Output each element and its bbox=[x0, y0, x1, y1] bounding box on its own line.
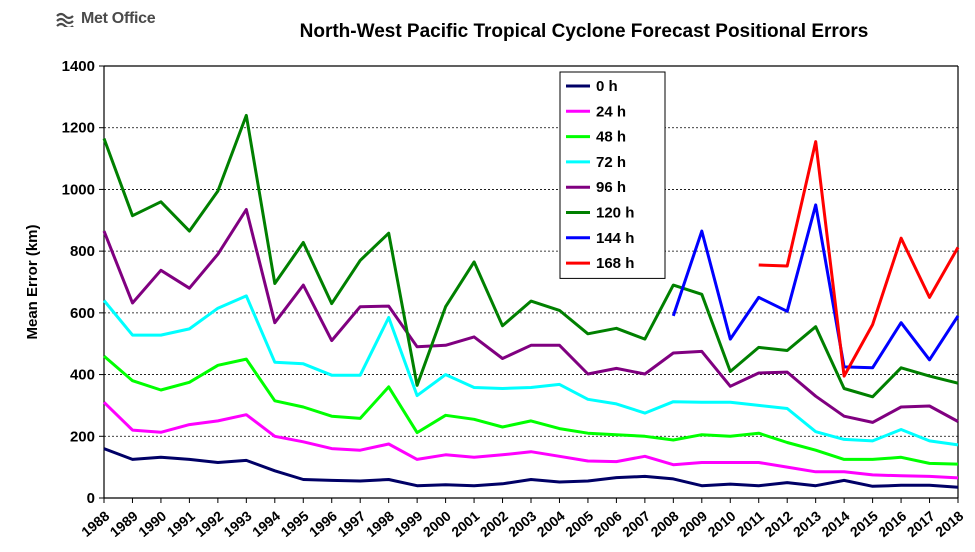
legend-label: 24 h bbox=[596, 103, 626, 120]
y-tick-label: 1400 bbox=[62, 58, 95, 75]
series-line-0-h bbox=[103, 447, 959, 489]
legend-label: 96 h bbox=[596, 179, 626, 196]
series-line-144-h bbox=[671, 203, 960, 370]
x-tick-label: 2010 bbox=[704, 508, 738, 540]
x-tick-label: 2014 bbox=[818, 508, 852, 540]
y-tick-label: 0 bbox=[87, 490, 95, 507]
x-tick-label: 2006 bbox=[591, 508, 625, 540]
series-line-120-h bbox=[102, 113, 959, 399]
x-tick-label: 1994 bbox=[249, 508, 283, 540]
x-tick-label: 1989 bbox=[107, 508, 141, 540]
y-tick-label: 600 bbox=[70, 305, 95, 322]
y-tick-label: 200 bbox=[70, 428, 95, 445]
y-tick-labels: 0 200 400 600 800 1000 1200 1400 bbox=[62, 58, 95, 507]
x-tick-label: 1990 bbox=[135, 508, 169, 540]
met-office-wave-icon bbox=[56, 12, 74, 27]
x-tick-label: 1998 bbox=[363, 508, 397, 540]
logo-text: Met Office bbox=[81, 10, 156, 27]
x-tick-label: 1988 bbox=[78, 508, 112, 540]
legend-label: 168 h bbox=[596, 255, 634, 272]
x-tick-label: 2013 bbox=[790, 508, 824, 540]
axes bbox=[99, 65, 959, 503]
x-tick-label: 2016 bbox=[875, 508, 909, 540]
x-tick-label: 2008 bbox=[648, 508, 682, 540]
series-line-24-h bbox=[102, 401, 959, 480]
x-tick-label: 2000 bbox=[420, 508, 454, 540]
x-tick-label: 1992 bbox=[192, 508, 226, 540]
y-tick-label: 1200 bbox=[62, 120, 95, 137]
chart-title: North-West Pacific Tropical Cyclone Fore… bbox=[300, 21, 869, 42]
x-tick-label: 2009 bbox=[676, 508, 710, 540]
series-line-48-h bbox=[103, 354, 959, 466]
x-tick-label: 2002 bbox=[477, 508, 511, 540]
x-tick-label: 2012 bbox=[761, 508, 795, 540]
legend-label: 0 h bbox=[596, 78, 618, 95]
legend-label: 144 h bbox=[596, 230, 634, 247]
x-tick-label: 1999 bbox=[391, 508, 425, 540]
legend-label: 48 h bbox=[596, 129, 626, 146]
x-tick-label: 2015 bbox=[847, 508, 881, 540]
met-office-logo: Met Office bbox=[55, 10, 156, 28]
legend-box bbox=[559, 71, 666, 279]
legend-label: 120 h bbox=[596, 205, 634, 222]
x-tick-label: 2001 bbox=[448, 508, 482, 540]
x-tick-label: 1997 bbox=[334, 508, 368, 540]
y-tick-label: 1000 bbox=[62, 181, 95, 198]
x-tick-label: 2017 bbox=[904, 508, 938, 540]
series-line-168-h bbox=[758, 140, 960, 378]
x-tick-label: 2018 bbox=[932, 508, 966, 540]
y-tick-label: 400 bbox=[70, 367, 95, 384]
x-tick-label: 2005 bbox=[562, 508, 596, 540]
x-tick-label: 1996 bbox=[306, 508, 340, 540]
x-tick-label: 2004 bbox=[534, 508, 568, 540]
series-line-72-h bbox=[102, 294, 959, 447]
x-tick-label: 1991 bbox=[164, 508, 198, 540]
x-tick-label: 2007 bbox=[619, 508, 653, 540]
x-tick-label: 1995 bbox=[277, 508, 311, 540]
x-tick-label: 1993 bbox=[221, 508, 255, 540]
series-lines bbox=[102, 113, 960, 489]
x-tick-label: 2011 bbox=[734, 508, 768, 540]
y-axis-label: Mean Error (km) bbox=[24, 224, 41, 339]
legend: 0 h 24 h 48 h 72 h 96 h 120 h 144 h 168 h bbox=[559, 71, 666, 279]
legend-label: 72 h bbox=[596, 154, 626, 171]
x-tick-label: 2003 bbox=[505, 508, 539, 540]
x-tick-labels: 1988198919901991199219931994199519961997… bbox=[78, 508, 966, 540]
y-tick-label: 800 bbox=[70, 243, 95, 260]
series-line-96-h bbox=[102, 208, 959, 424]
